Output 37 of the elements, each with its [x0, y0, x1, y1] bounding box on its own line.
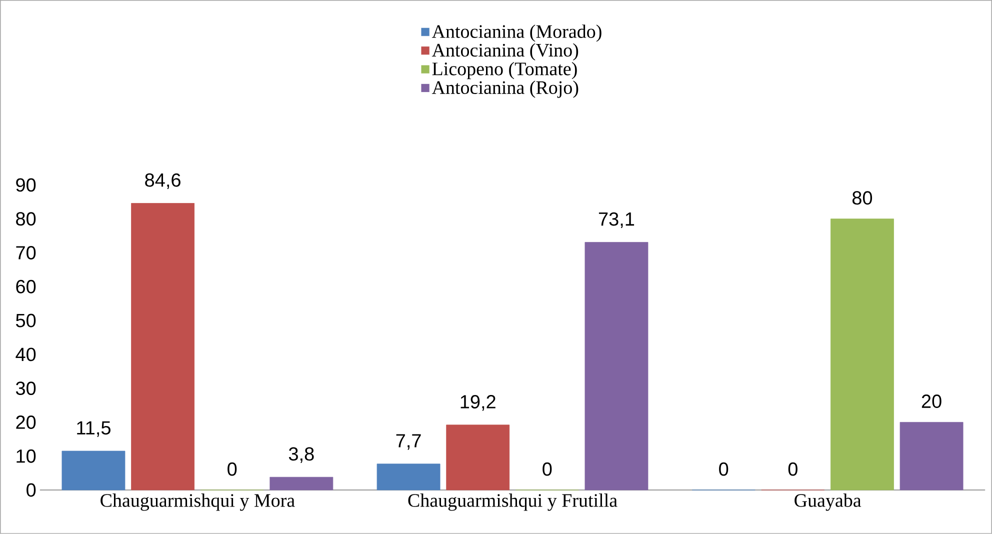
data-label: 0: [228, 462, 237, 476]
bar: [584, 242, 648, 490]
legend-label: Licopeno (Tomate): [432, 62, 577, 80]
y-tick-label: 0: [26, 483, 36, 497]
bar: [446, 424, 510, 490]
data-label: 3,8: [288, 447, 314, 463]
data-label: 19,2: [460, 395, 496, 411]
data-label: 80: [852, 191, 872, 205]
y-tick-label: 50: [16, 314, 36, 328]
bar: [131, 203, 194, 490]
bar: [62, 450, 126, 490]
y-tick-label: 30: [16, 382, 36, 396]
y-tick-label: 40: [16, 348, 36, 362]
data-label: 84,6: [145, 173, 180, 190]
y-tick-label: 90: [16, 178, 36, 192]
x-tick-label: Chauguarmishqui y Frutilla: [408, 494, 618, 511]
legend-label: Antocianina (Morado): [432, 24, 602, 42]
y-tick-label: 60: [16, 280, 36, 294]
bar: [900, 422, 964, 490]
bar: [270, 476, 334, 490]
x-tick-label: Chauguarmishqui y Mora: [100, 494, 295, 511]
data-label: 0: [788, 462, 798, 476]
data-label: 20: [922, 394, 942, 408]
y-tick-label: 20: [16, 416, 36, 429]
data-label: 0: [719, 462, 728, 476]
x-tick-label: Guayaba: [794, 494, 862, 511]
y-tick-label: 70: [16, 246, 36, 260]
bar: [830, 218, 894, 490]
y-tick-label: 80: [16, 212, 36, 226]
data-label: 7,7: [396, 434, 421, 450]
legend-label: Antocianina (Rojo): [432, 80, 578, 98]
data-label: 11,5: [77, 421, 110, 437]
legend-label: Antocianina (Vino): [432, 43, 578, 61]
data-label: 0: [542, 462, 552, 476]
data-label: 73,1: [598, 212, 634, 228]
y-tick-label: 10: [16, 449, 36, 463]
bar: [376, 464, 440, 490]
